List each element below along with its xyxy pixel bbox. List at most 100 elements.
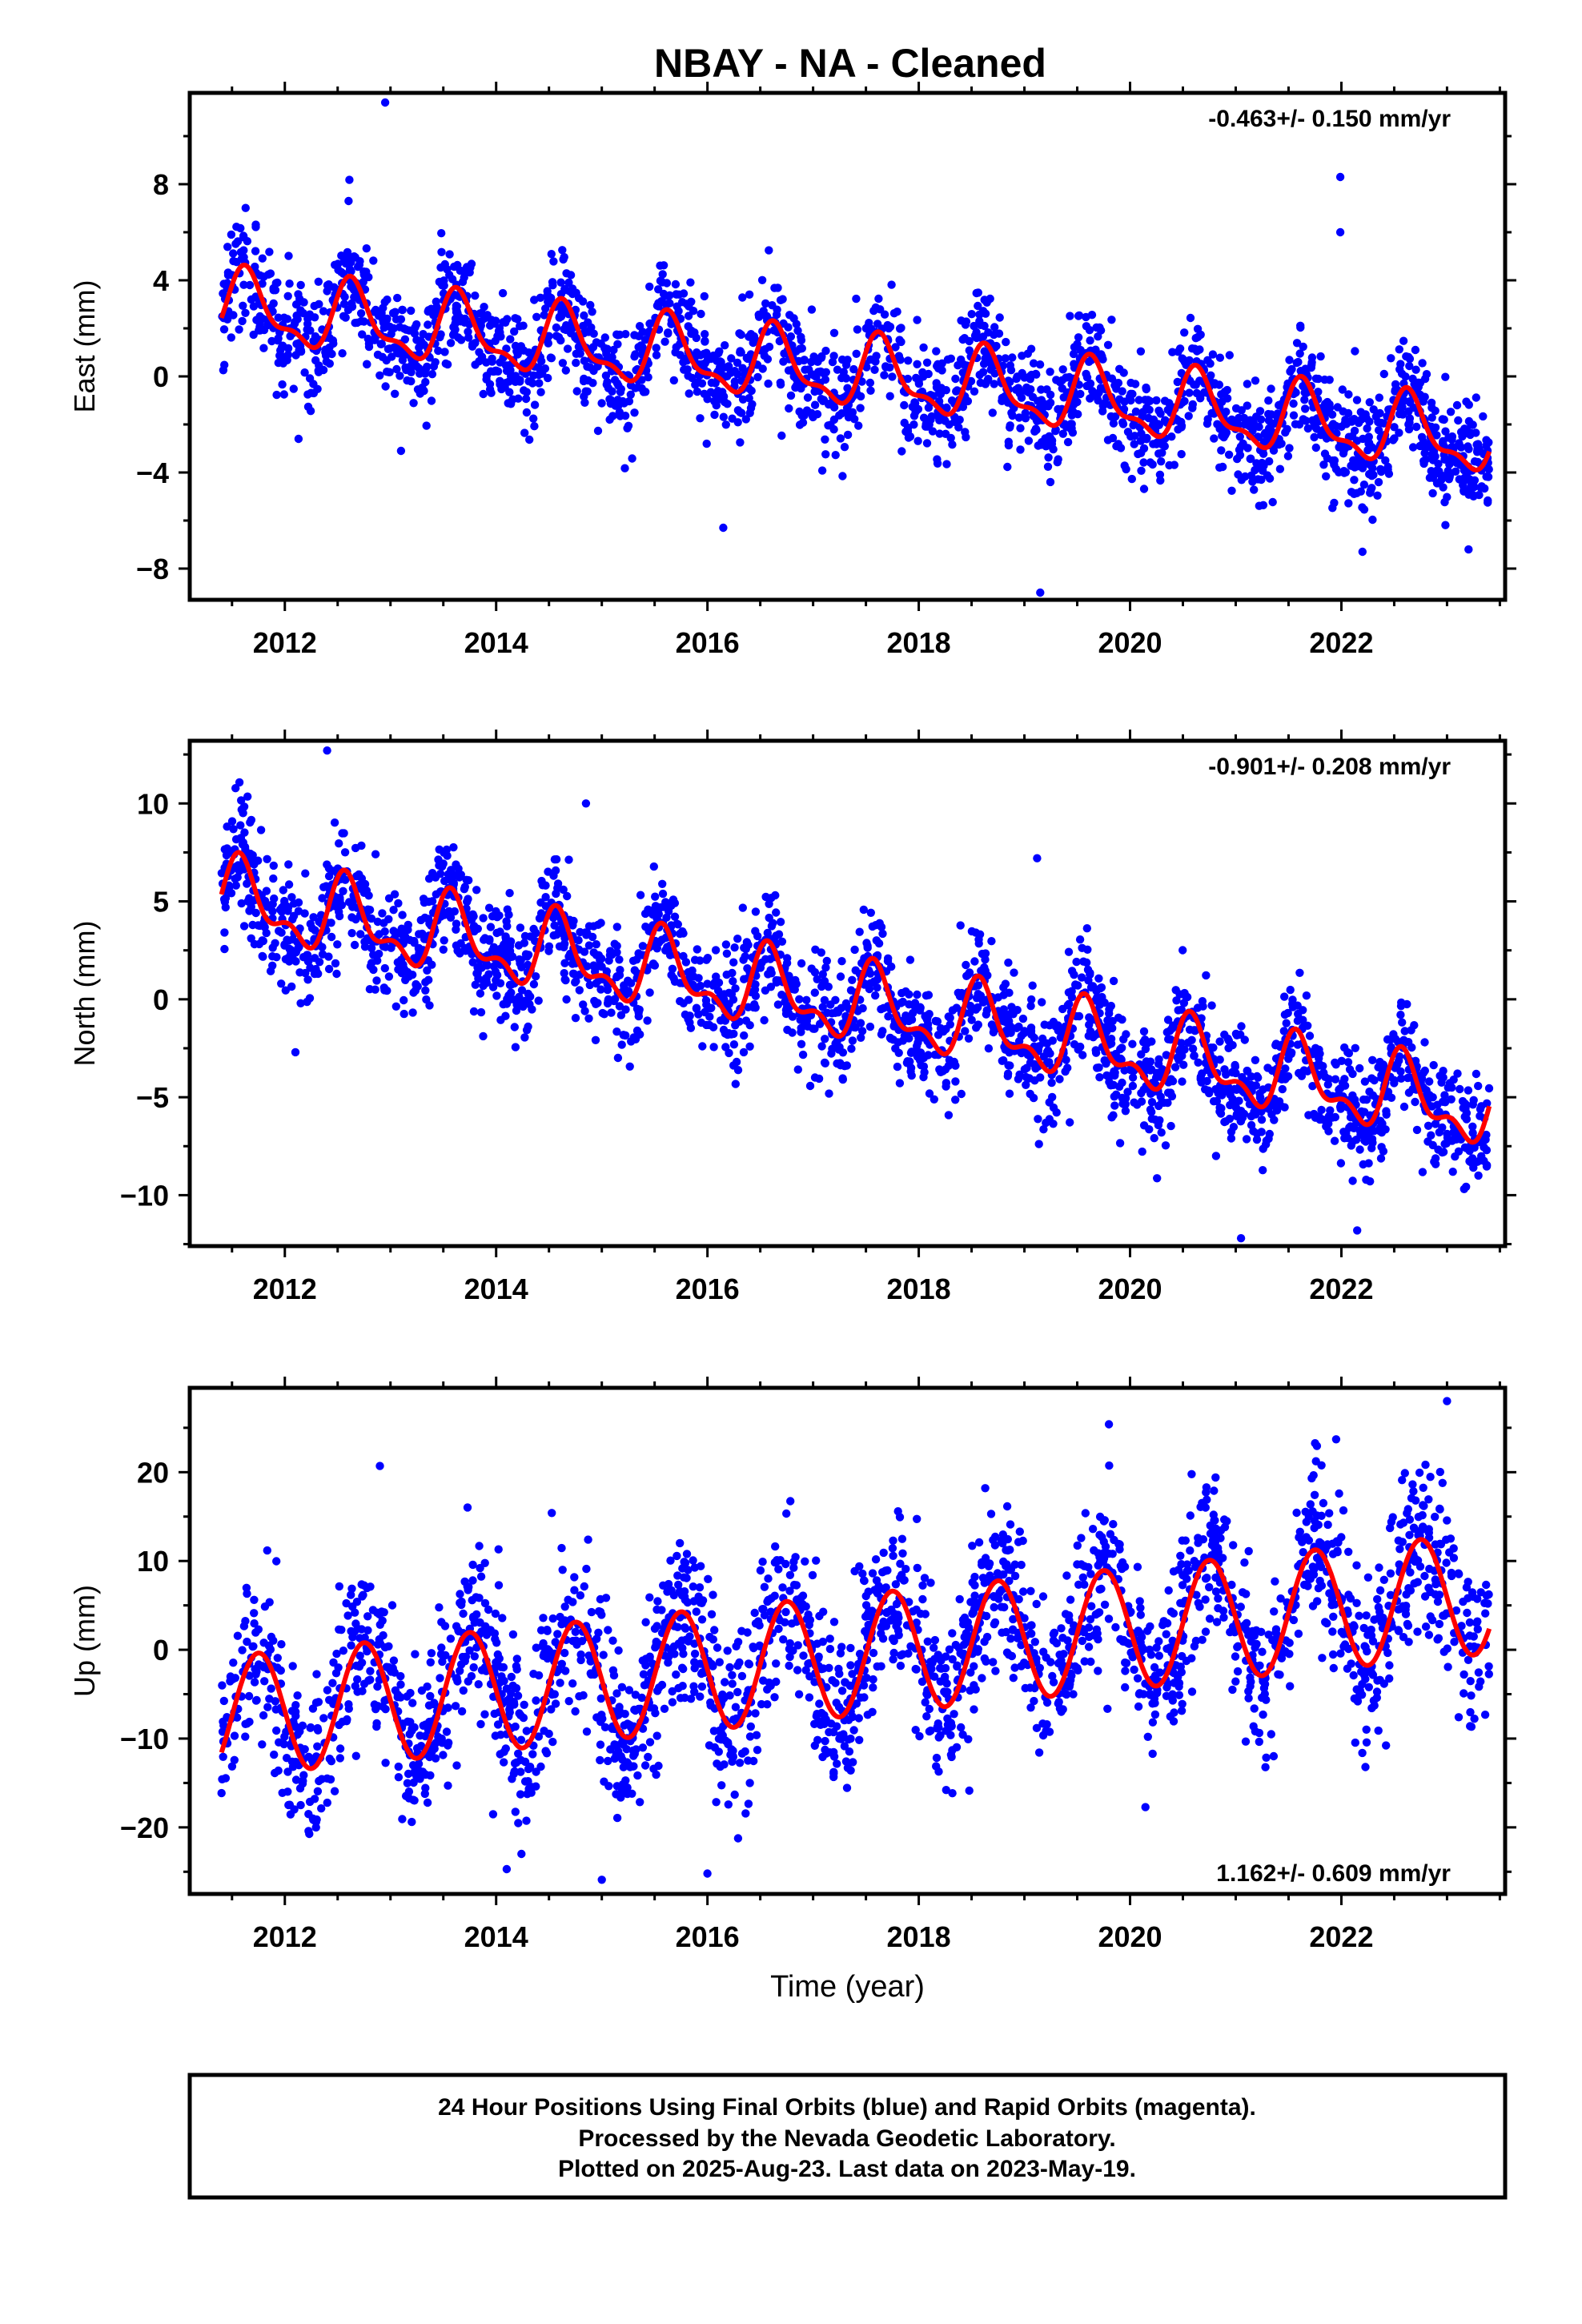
data-point — [1102, 1059, 1110, 1068]
data-point — [327, 919, 335, 927]
data-point — [580, 311, 588, 320]
data-point — [657, 935, 666, 944]
data-point — [634, 332, 644, 340]
data-point — [541, 304, 550, 313]
data-point — [489, 962, 498, 971]
data-point — [1107, 316, 1116, 324]
data-point — [894, 352, 904, 360]
data-point — [725, 1029, 733, 1038]
data-point — [615, 955, 624, 964]
data-point — [401, 363, 410, 372]
data-point — [357, 316, 366, 326]
data-point — [1042, 385, 1051, 394]
data-point — [311, 926, 319, 935]
data-point — [460, 318, 469, 327]
data-point — [776, 380, 785, 389]
data-point — [1404, 1088, 1414, 1097]
data-point — [1257, 1116, 1267, 1124]
data-point — [731, 1080, 740, 1088]
data-point — [503, 905, 512, 914]
data-point — [1428, 1140, 1437, 1150]
data-point — [596, 919, 605, 927]
data-point — [887, 280, 896, 289]
data-point — [555, 926, 564, 935]
data-point — [335, 911, 344, 921]
data-point — [560, 252, 568, 262]
y-tick-label: −10 — [120, 1179, 169, 1212]
data-point — [637, 384, 646, 393]
data-point — [1470, 457, 1480, 466]
data-point — [319, 365, 328, 375]
data-point — [1373, 491, 1382, 500]
data-point — [362, 244, 371, 253]
data-point — [932, 347, 941, 356]
data-point — [1180, 988, 1189, 998]
data-point — [1161, 1141, 1170, 1150]
data-point — [1363, 424, 1371, 433]
data-point — [821, 963, 830, 972]
data-point — [783, 1025, 792, 1035]
data-point — [1048, 1036, 1058, 1045]
data-point — [1218, 431, 1227, 440]
data-point — [795, 995, 804, 1004]
data-point — [1411, 345, 1420, 355]
data-point — [1285, 444, 1294, 452]
data-point — [471, 360, 480, 369]
data-point — [1250, 485, 1259, 494]
data-point — [803, 393, 813, 402]
data-point — [1026, 375, 1035, 384]
data-point — [761, 299, 770, 308]
data-point — [1009, 1010, 1018, 1019]
data-point — [631, 384, 640, 392]
data-point — [263, 854, 271, 864]
y-axis-label: East (mm) — [68, 280, 101, 413]
data-point — [1267, 384, 1275, 393]
data-point — [1103, 340, 1113, 349]
data-point — [501, 1011, 510, 1020]
data-point — [365, 906, 375, 915]
data-point — [802, 1015, 812, 1023]
data-point — [970, 321, 978, 331]
data-point — [515, 992, 524, 1002]
data-point — [528, 379, 537, 388]
data-point — [772, 931, 781, 940]
data-point — [1225, 351, 1235, 360]
data-point — [558, 359, 568, 368]
data-point — [1109, 976, 1118, 986]
data-point — [1363, 446, 1372, 455]
data-point — [580, 1007, 589, 1015]
data-point — [610, 995, 620, 1003]
data-point — [975, 370, 984, 380]
data-point — [877, 1030, 886, 1039]
data-point — [1427, 413, 1436, 422]
data-point — [1275, 464, 1285, 473]
data-point — [849, 364, 858, 374]
data-point — [324, 964, 334, 974]
data-point — [1484, 464, 1493, 474]
data-point — [612, 1027, 621, 1036]
data-point — [255, 921, 264, 931]
data-point — [763, 928, 772, 938]
data-point — [741, 1016, 751, 1025]
data-point — [938, 359, 946, 368]
data-point — [1441, 427, 1450, 436]
data-point — [1003, 462, 1012, 472]
data-point — [972, 1023, 981, 1032]
data-point — [547, 250, 556, 259]
data-point — [1304, 1111, 1313, 1120]
data-point — [1015, 1070, 1024, 1080]
data-point — [358, 330, 367, 339]
data-point — [237, 254, 247, 263]
data-point — [331, 959, 340, 968]
data-point — [942, 460, 951, 468]
data-point — [251, 223, 260, 231]
data-point — [258, 279, 267, 288]
data-point — [702, 439, 711, 448]
data-point — [821, 435, 829, 444]
data-point — [1002, 337, 1010, 347]
outlier-point — [380, 98, 390, 107]
data-point — [1166, 1027, 1174, 1035]
data-point — [231, 239, 240, 248]
data-point — [588, 343, 598, 352]
data-point — [568, 969, 578, 979]
